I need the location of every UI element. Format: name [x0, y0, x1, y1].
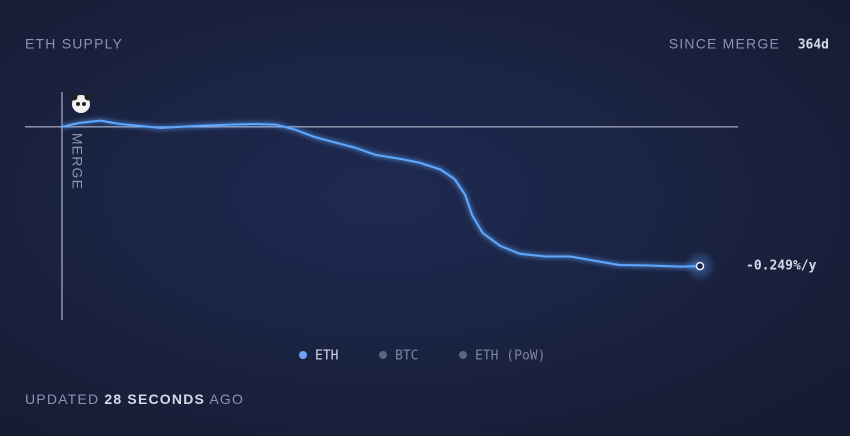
legend-dot — [299, 351, 307, 359]
panda-icon — [70, 93, 92, 113]
legend-label[interactable]: ETH — [315, 349, 338, 364]
legend-dot — [379, 351, 387, 359]
since-label: SINCE MERGE — [669, 36, 780, 52]
end-label: -0.249%/y — [746, 259, 817, 274]
legend-label[interactable]: ETH (PoW) — [475, 349, 545, 364]
legend-label[interactable]: BTC — [395, 349, 418, 364]
updated-suffix: AGO — [209, 391, 244, 407]
series-line — [61, 119, 701, 268]
end-point — [695, 261, 705, 271]
updated-prefix: UPDATED — [25, 391, 99, 407]
updated: UPDATED 28 SECONDS AGO — [25, 391, 244, 407]
title: ETH SUPPLY — [25, 36, 123, 52]
legend-dot — [459, 351, 467, 359]
merge-label: MERGE — [69, 133, 85, 190]
since-value: 364d — [798, 38, 829, 53]
updated-emphasis: 28 SECONDS — [104, 391, 205, 407]
